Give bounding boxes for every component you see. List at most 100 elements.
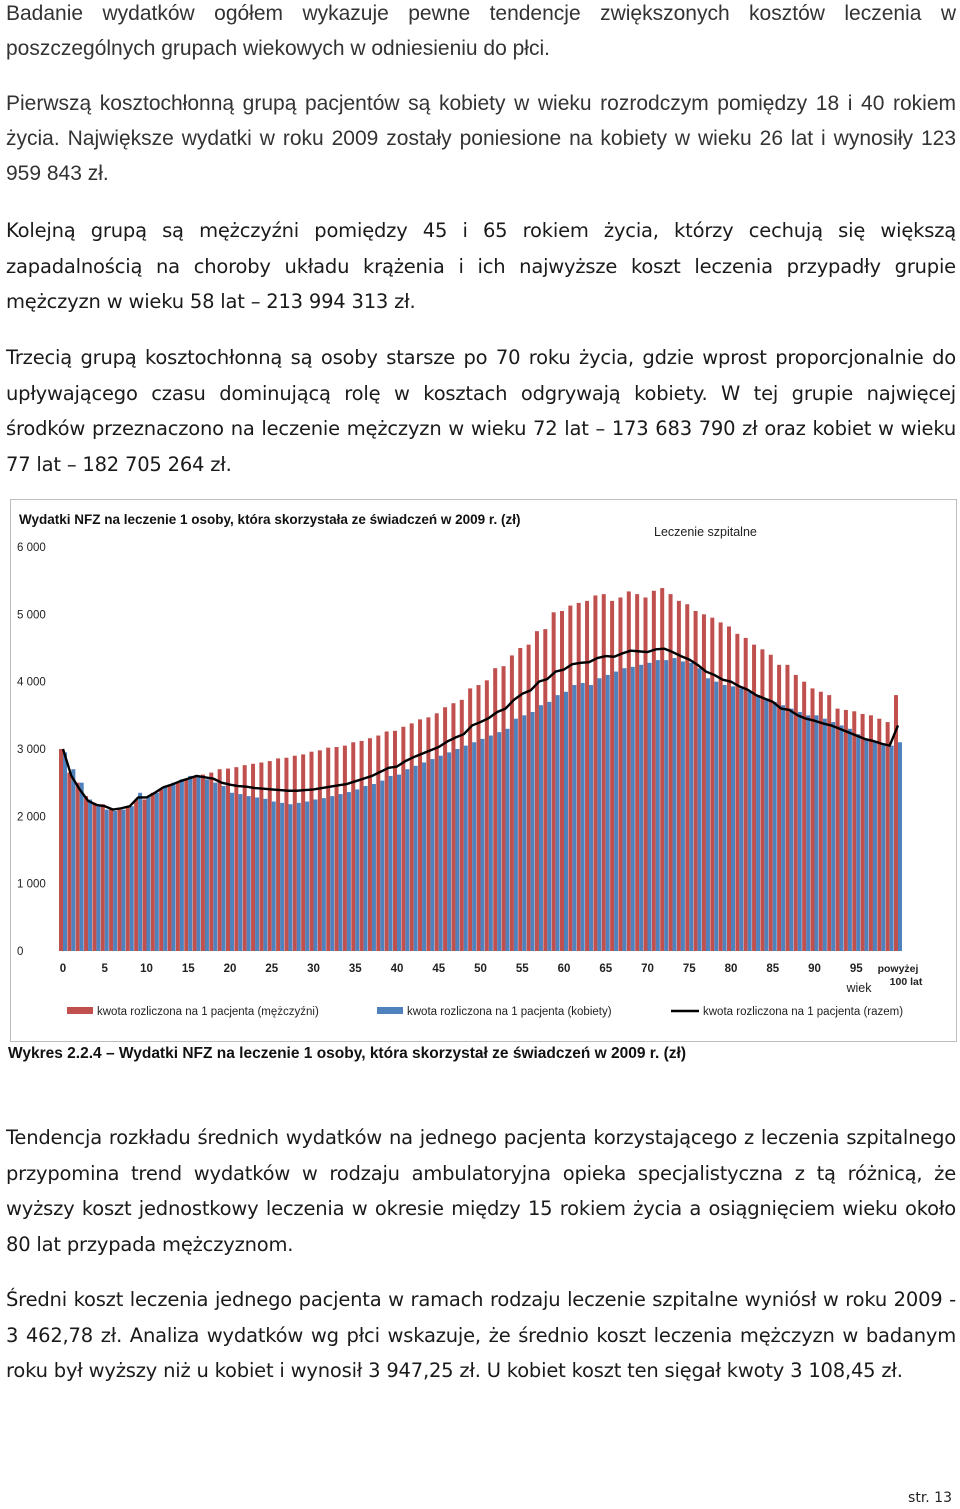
- bar-women: [522, 715, 527, 951]
- bar-men: [59, 749, 63, 951]
- legend-label-women: kwota rozliczona na 1 pacjenta (kobiety): [407, 1006, 612, 1018]
- paragraph-4: Trzecią grupą kosztochłonną są osoby sta…: [6, 346, 956, 476]
- bar-women: [764, 698, 769, 951]
- bar-men: [785, 664, 790, 951]
- bar-women: [497, 732, 502, 951]
- bar-women: [146, 796, 151, 951]
- bar-men: [626, 591, 631, 951]
- bar-women: [789, 708, 794, 951]
- bar-women: [772, 701, 777, 951]
- x-tick-label: 25: [265, 963, 278, 975]
- bar-men: [827, 695, 832, 951]
- bar-women: [346, 792, 351, 951]
- x-tick-label: 75: [683, 963, 696, 975]
- x-tick-label: 5: [102, 963, 109, 975]
- bar-women: [639, 664, 644, 951]
- bar-men: [793, 674, 798, 951]
- bar-women: [171, 782, 176, 951]
- bar-women: [564, 691, 568, 951]
- x-tick-label: 40: [391, 963, 404, 975]
- x-tick-label: 65: [599, 963, 612, 975]
- bar-men: [418, 719, 423, 951]
- bar-women: [246, 796, 251, 951]
- bar-women: [513, 718, 518, 951]
- bar-women: [188, 775, 193, 951]
- bar-women: [422, 762, 427, 951]
- bar-men: [184, 779, 189, 951]
- bar-men: [326, 747, 331, 951]
- bar-women: [806, 715, 811, 951]
- y-tick-label: 6 000: [17, 542, 46, 554]
- bar-men: [735, 633, 740, 951]
- bar-men: [84, 796, 89, 951]
- bar-men: [109, 808, 114, 951]
- bar-men: [234, 767, 239, 951]
- bar-men: [367, 738, 372, 951]
- bar-men: [242, 765, 247, 951]
- bar-women: [814, 715, 819, 951]
- bar-women: [88, 799, 93, 951]
- bar-women: [196, 775, 201, 951]
- bar-men: [643, 597, 648, 951]
- chart-container: Wydatki NFZ na leczenie 1 osoby, która s…: [10, 499, 957, 1042]
- bar-women: [230, 792, 234, 951]
- bar-men: [543, 629, 548, 951]
- bar-women: [630, 666, 635, 951]
- bar-women: [163, 786, 168, 951]
- y-tick-label: 3 000: [17, 744, 46, 756]
- bar-men: [117, 809, 122, 951]
- bar-men: [443, 707, 448, 951]
- x-tick-label: 45: [432, 963, 445, 975]
- bar-men: [885, 722, 890, 951]
- bar-women: [705, 678, 710, 951]
- paragraph-5: Tendencja rozkładu średnich wydatków na …: [6, 1126, 956, 1256]
- bar-women: [221, 786, 226, 951]
- bar-women: [488, 735, 493, 951]
- bar-women: [731, 686, 735, 951]
- bar-women: [664, 660, 669, 951]
- bar-women: [355, 789, 360, 951]
- bar-women: [589, 685, 594, 951]
- bar-women: [463, 745, 468, 951]
- bar-men: [509, 655, 514, 951]
- bar-men: [125, 806, 130, 951]
- paragraph-1: Badanie wydatków ogółem wykazuje pewne t…: [6, 2, 956, 60]
- y-tick-label: 4 000: [17, 677, 46, 689]
- bar-men: [818, 691, 823, 951]
- bar-men: [142, 799, 147, 951]
- bar-women: [263, 798, 268, 951]
- x-tick-label: 95: [850, 963, 863, 975]
- bar-men: [468, 688, 473, 951]
- bar-men: [685, 604, 690, 951]
- bar-men: [593, 595, 598, 951]
- bar-women: [288, 804, 293, 951]
- x-tick-label-last: powyżej: [878, 963, 919, 975]
- x-tick-label: 55: [516, 963, 529, 975]
- bar-women: [898, 742, 902, 951]
- bar-women: [104, 809, 109, 951]
- x-tick-label: 90: [808, 963, 821, 975]
- bar-women: [597, 678, 602, 951]
- bar-men: [100, 804, 105, 951]
- hospital-cost-by-age-chart: Wydatki NFZ na leczenie 1 osoby, która s…: [17, 512, 923, 1018]
- bar-men: [226, 768, 230, 951]
- bar-women: [822, 718, 827, 951]
- bar-women: [305, 801, 310, 951]
- paragraph-2: Pierwszą kosztochłonną grupą pacjentów s…: [6, 92, 956, 185]
- bar-women: [79, 782, 84, 951]
- chart-caption: Wykres 2.2.4 – Wydatki NFZ na leczenie 1…: [8, 1045, 686, 1062]
- bar-men: [167, 786, 172, 951]
- bar-women: [388, 775, 393, 951]
- bar-men: [409, 723, 414, 951]
- bar-men: [501, 666, 506, 951]
- line-total: [61, 647, 900, 811]
- bar-men: [459, 699, 464, 951]
- bar-men: [359, 740, 364, 951]
- bar-women: [397, 774, 401, 951]
- bar-women: [881, 743, 886, 951]
- bar-women: [697, 668, 702, 951]
- bar-men: [551, 612, 556, 951]
- bar-men: [434, 713, 439, 951]
- bar-men: [852, 711, 857, 951]
- bar-men: [651, 590, 656, 951]
